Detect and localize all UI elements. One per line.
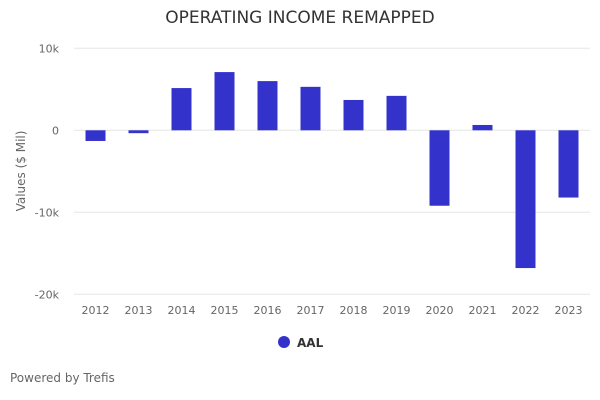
x-tick-label: 2013 xyxy=(125,304,153,317)
x-tick-label: 2021 xyxy=(469,304,497,317)
bar-2021[interactable] xyxy=(472,124,493,131)
y-tick-label: 10k xyxy=(39,42,60,55)
x-tick-label: 2015 xyxy=(211,304,239,317)
x-tick-label: 2017 xyxy=(297,304,325,317)
x-tick-label: 2019 xyxy=(383,304,411,317)
bar-2017[interactable] xyxy=(300,86,321,131)
x-tick-label: 2014 xyxy=(168,304,196,317)
x-tick-label: 2022 xyxy=(512,304,540,317)
powered-by-footer[interactable]: Powered by Trefis xyxy=(10,371,115,385)
x-tick-label: 2012 xyxy=(82,304,110,317)
y-tick-label: 0 xyxy=(52,124,59,137)
y-axis-label: Values ($ Mil) xyxy=(14,131,28,212)
bar-2013[interactable] xyxy=(128,130,149,134)
bar-2020[interactable] xyxy=(429,130,450,206)
bar-2019[interactable] xyxy=(386,95,407,131)
chart-title: OPERATING INCOME REMAPPED xyxy=(165,8,435,28)
x-tick-label: 2016 xyxy=(254,304,282,317)
bar-2012[interactable] xyxy=(85,130,106,141)
bar-2015[interactable] xyxy=(214,72,235,131)
y-tick-label: -10k xyxy=(35,206,60,219)
x-tick-label: 2023 xyxy=(555,304,583,317)
legend-label[interactable]: AAL xyxy=(297,336,324,350)
bar-2018[interactable] xyxy=(343,99,364,131)
bar-2023[interactable] xyxy=(558,130,579,198)
legend-marker[interactable] xyxy=(278,336,290,348)
x-tick-label: 2020 xyxy=(426,304,454,317)
y-tick-label: -20k xyxy=(35,288,60,301)
bar-2014[interactable] xyxy=(171,88,192,131)
bar-2016[interactable] xyxy=(257,81,278,131)
bar-2022[interactable] xyxy=(515,130,536,269)
x-tick-label: 2018 xyxy=(340,304,368,317)
